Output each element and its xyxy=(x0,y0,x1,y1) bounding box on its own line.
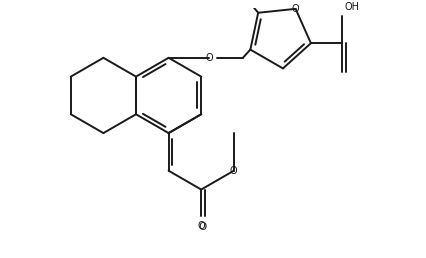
Text: O: O xyxy=(197,221,205,231)
Text: OH: OH xyxy=(345,2,360,12)
Text: O: O xyxy=(198,222,206,232)
Text: O: O xyxy=(230,166,238,176)
Text: O: O xyxy=(292,4,299,14)
Text: O: O xyxy=(205,53,213,63)
